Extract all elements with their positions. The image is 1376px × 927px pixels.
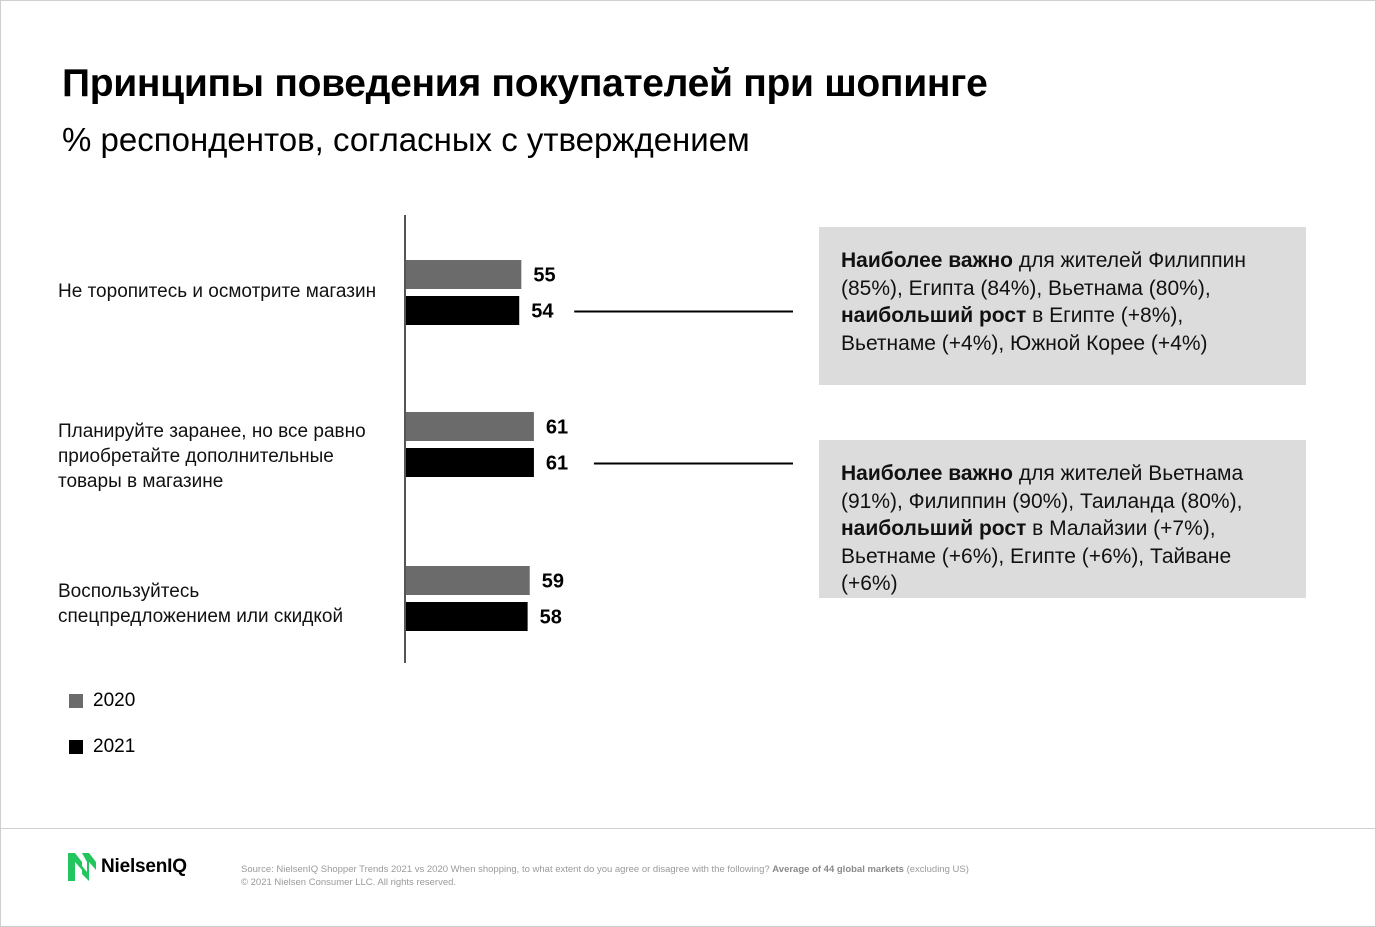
annotation-text: в Малайзии (+7%), (1026, 517, 1216, 540)
nielseniq-logo-icon (68, 853, 96, 881)
source-text: Source: NielsenIQ Shopper Trends 2021 vs… (241, 864, 773, 875)
nielseniq-logo: NielsenIQ (67, 852, 187, 882)
annotation-box-2: Наиболее важно для жителей Вьетнама (91%… (819, 440, 1306, 598)
bar-2020-2 (406, 412, 534, 441)
bar-2020-1 (406, 260, 522, 289)
bar-2021-1 (406, 296, 520, 325)
source-note: Source: NielsenIQ Shopper Trends 2021 vs… (241, 864, 969, 889)
category-label-line: Не торопитесь и осмотрите магазин (58, 281, 377, 302)
logo-text: NielsenIQ (101, 856, 187, 877)
annotation-box-1: Наиболее важно для жителей Филиппин (85%… (819, 227, 1306, 385)
source-text: (excluding US) (903, 864, 969, 875)
annotation-bold: наибольший рост (841, 517, 1027, 540)
legend-label: 2020 (93, 690, 136, 711)
annotation-bold: наибольший рост (841, 304, 1027, 327)
chart-subtitle: % респондентов, согласных с утверждением (62, 121, 750, 158)
category-label-line: товары в магазине (58, 471, 224, 492)
legend-swatch (69, 740, 83, 754)
category-label-3: Воспользуйтесь спецпредложением или скид… (58, 579, 343, 629)
annotation-text: (85%), Египта (84%), Вьетнама (80%), (841, 276, 1211, 300)
data-label-2021-3: 58 (540, 607, 562, 629)
annotation-text: (91%), Филиппин (90%), Таиланда (80%), (841, 489, 1243, 513)
category-label-line: спецпредложением или скидкой (58, 606, 344, 627)
annotation-bold: Наиболее важно (841, 462, 1013, 485)
copyright: © 2021 Nielsen Consumer LLC. All rights … (241, 876, 457, 888)
legend-item-2021: 2021 (69, 736, 135, 758)
annotation-text: для жителей Вьетнама (1013, 462, 1244, 485)
chart-title: Принципы поведения покупателей при шопин… (62, 62, 988, 105)
data-label-2020-1: 55 (533, 265, 555, 287)
source-bold: Average of 44 global markets (772, 864, 904, 875)
data-label-2021-1: 54 (531, 301, 554, 323)
bar-chart: 55 54 61 61 59 58 (404, 215, 793, 663)
bar-2021-3 (406, 602, 528, 631)
category-label-line: Воспользуйтесь (58, 581, 200, 602)
data-label-2020-3: 59 (542, 571, 564, 593)
annotation-text: Вьетнаме (+4%), Южной Корее (+4%) (841, 331, 1208, 355)
category-label-line: Планируйте заранее, но все равно (58, 421, 366, 442)
bar-2021-2 (406, 448, 534, 477)
footer-divider (0, 828, 1376, 829)
bar-2020-3 (406, 566, 530, 595)
data-label-2020-2: 61 (546, 417, 568, 439)
legend-swatch (69, 694, 83, 708)
category-label-1: Не торопитесь и осмотрите магазин (58, 279, 376, 304)
annotation-text: в Египте (+8%), (1026, 304, 1184, 327)
data-label-2021-2: 61 (546, 453, 568, 475)
category-label-2: Планируйте заранее, но все равно приобре… (58, 419, 366, 494)
annotation-text: Вьетнаме (+6%), Египте (+6%), Тайване (+… (841, 544, 1232, 596)
category-label-line: приобретайте дополнительные (58, 446, 334, 467)
legend-label: 2021 (93, 736, 136, 757)
legend-item-2020: 2020 (69, 690, 135, 712)
annotation-text: для жителей Филиппин (1013, 249, 1246, 272)
annotation-bold: Наиболее важно (841, 249, 1013, 272)
